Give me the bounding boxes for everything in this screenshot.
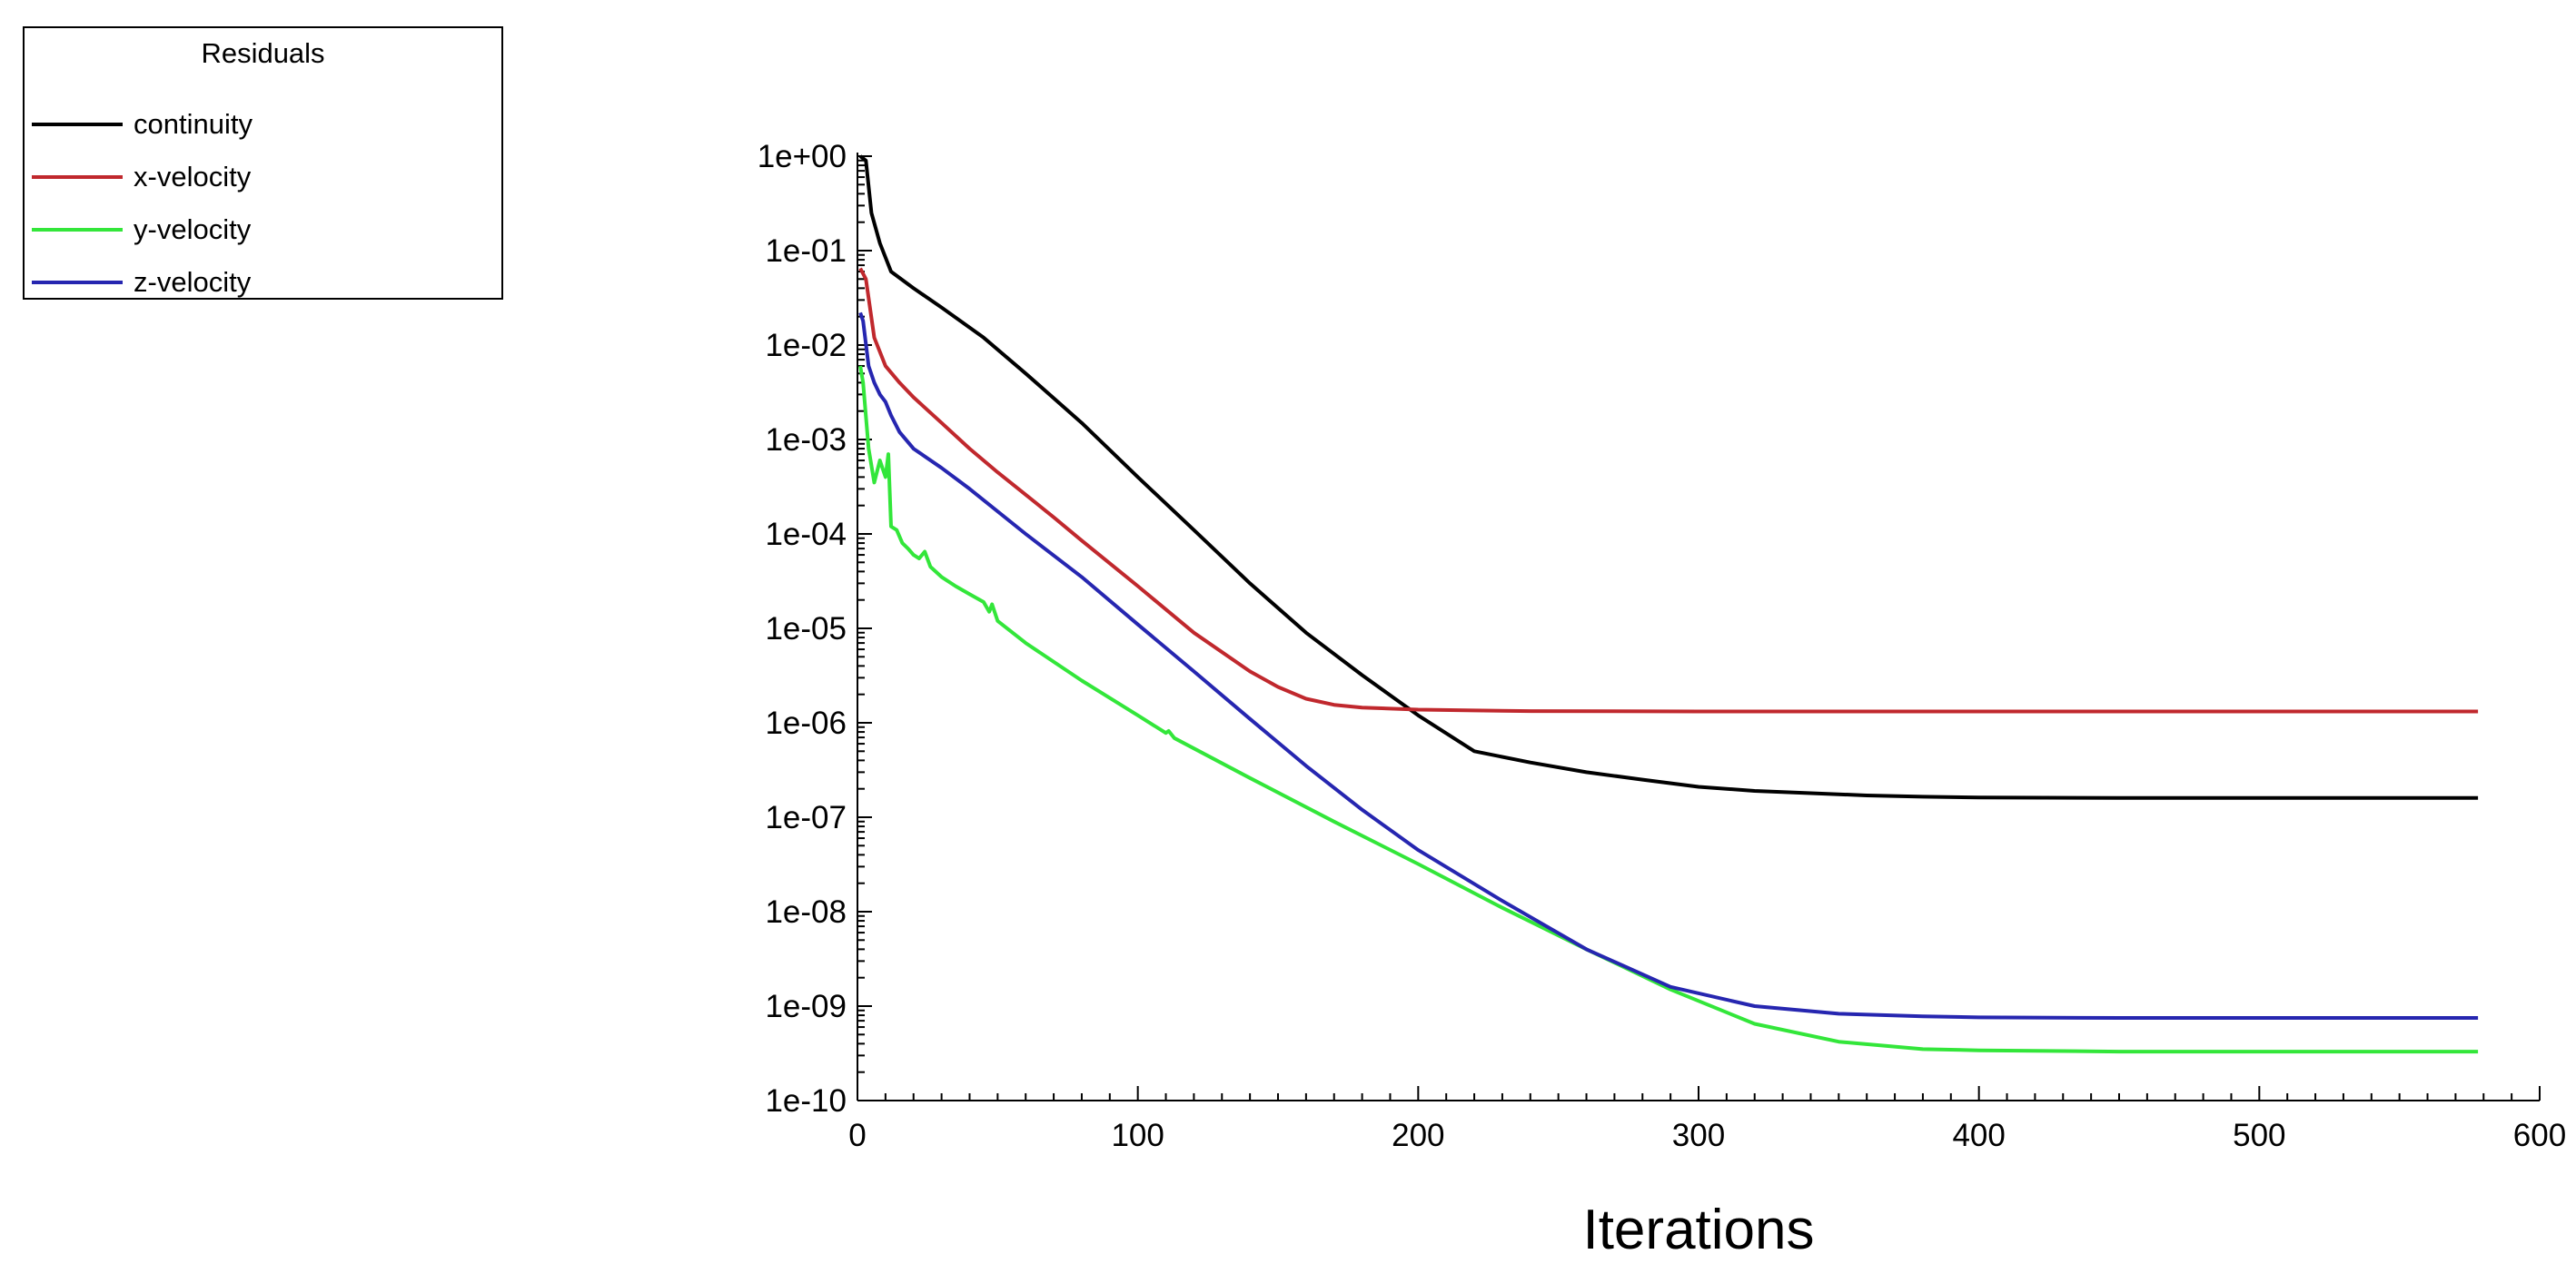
- legend-label-x-velocity: x-velocity: [134, 161, 252, 193]
- legend-label-z-velocity: z-velocity: [134, 266, 252, 298]
- y-tick-label: 1e-07: [765, 800, 847, 835]
- legend-swatch-x-velocity: [32, 175, 123, 179]
- y-tick-label: 1e-06: [765, 706, 847, 741]
- y-tick-label: 1e-09: [765, 989, 847, 1024]
- y-tick-label: 1e-03: [765, 422, 847, 458]
- legend-item-z-velocity: z-velocity: [32, 264, 486, 301]
- x-tick-label: 400: [1952, 1118, 2005, 1153]
- series-line-y-velocity: [858, 365, 2479, 1054]
- series-line-z-velocity: [858, 311, 2479, 1020]
- x-tick-label: 300: [1672, 1118, 1725, 1153]
- x-tick-label: 100: [1111, 1118, 1164, 1153]
- series-line-x-velocity: [858, 267, 2479, 714]
- legend-item-x-velocity: x-velocity: [32, 159, 486, 195]
- series-line-continuity: [858, 154, 2479, 800]
- legend-item-continuity: continuity: [32, 106, 486, 143]
- label-layer: 0 100 200 300 400 500 600 1e+00 1e-01 1e-02 1e-03 1…: [758, 139, 2567, 1153]
- legend-item-y-velocity: y-velocity: [32, 212, 486, 248]
- y-tick-label: 1e-02: [765, 328, 847, 363]
- x-tick-label: 500: [2233, 1118, 2285, 1153]
- x-axis-title: Iterations: [1582, 1199, 1814, 1261]
- y-tick-label: 1e-08: [765, 894, 847, 930]
- x-tick-label: 600: [2513, 1118, 2566, 1153]
- legend-swatch-continuity: [32, 123, 123, 126]
- legend: Residuals continuity x-velocity y-veloci…: [23, 26, 503, 300]
- series-layer: [858, 154, 2479, 1054]
- x-tick-label: 0: [848, 1118, 866, 1153]
- legend-swatch-z-velocity: [32, 281, 123, 284]
- y-tick-label: 1e-01: [765, 233, 847, 269]
- axis-layer: [857, 153, 2541, 1101]
- y-tick-label: 1e-05: [765, 611, 847, 647]
- legend-label-continuity: continuity: [134, 108, 253, 140]
- y-tick-label: 1e+00: [758, 139, 847, 174]
- y-tick-label: 1e-10: [765, 1083, 847, 1119]
- legend-label-y-velocity: y-velocity: [134, 213, 252, 245]
- x-tick-label: 200: [1392, 1118, 1444, 1153]
- y-tick-label: 1e-04: [765, 517, 847, 552]
- legend-title: Residuals: [201, 37, 325, 69]
- legend-swatch-y-velocity: [32, 228, 123, 232]
